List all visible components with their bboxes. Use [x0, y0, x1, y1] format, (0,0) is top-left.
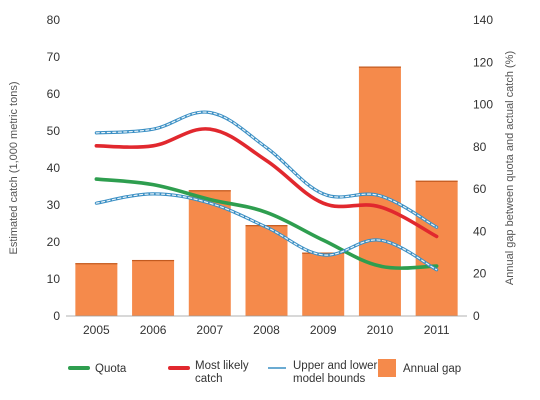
bar-annual-gap-2006	[132, 259, 175, 316]
bar-annual-gap-2011	[415, 180, 458, 316]
legend-upper-and-lower-label: Upper and lower	[293, 360, 378, 372]
bar-top-edge-2009	[302, 252, 345, 254]
y-left-tick-10: 10	[47, 272, 61, 286]
line-quota-0	[94, 177, 439, 270]
bar-annual-gap-2009	[302, 252, 345, 316]
y-left-tick-30: 30	[47, 198, 61, 212]
y-right-tick-140: 140	[473, 13, 493, 27]
bar-top-edge-2010	[358, 66, 401, 68]
bar-top-edge-2011	[415, 180, 458, 182]
y-right-tick-120: 120	[473, 55, 493, 69]
bar-annual-gap-2007	[188, 190, 231, 316]
y-left-title: Estimated catch (1,000 metric tons)	[8, 81, 20, 254]
x-tick-2010: 2010	[367, 323, 394, 337]
legend-most-likely-label: Most likely	[195, 360, 249, 372]
y-right-title: Annual gap between quota and actual catc…	[504, 51, 516, 285]
y-right-tick-20: 20	[473, 267, 487, 281]
y-left-tick-40: 40	[47, 161, 61, 175]
y-right-tick-100: 100	[473, 98, 493, 112]
y-right-tick-40: 40	[473, 224, 487, 238]
x-tick-2008: 2008	[253, 323, 280, 337]
bar-top-edge-2005	[75, 263, 118, 265]
x-tick-2007: 2007	[196, 323, 223, 337]
x-tick-2011: 2011	[424, 323, 450, 337]
bar-top-edge-2006	[132, 259, 175, 262]
y-left-tick-50: 50	[47, 124, 61, 138]
legend-upper-and-lower-label-2: model bounds	[293, 373, 365, 385]
y-left-tick-0: 0	[53, 309, 60, 323]
y-left-tick-20: 20	[47, 235, 61, 249]
bar-top-edge-2007	[188, 190, 231, 192]
y-right-tick-80: 80	[473, 140, 487, 154]
line-most-likely-catch-1	[94, 127, 439, 239]
bar-annual-gap-2005	[75, 263, 118, 316]
legend-annual-gap-swatch	[378, 359, 396, 377]
bar-annual-gap-2010	[358, 66, 401, 316]
x-tick-2009: 2009	[310, 323, 337, 337]
y-left-tick-80: 80	[47, 13, 61, 27]
legend-most-likely-label-2: catch	[195, 373, 223, 385]
legend-quota-label: Quota	[95, 363, 127, 375]
x-tick-2006: 2006	[140, 323, 167, 337]
y-left-tick-70: 70	[47, 50, 61, 64]
line-upper-and-lower-model-bounds-3-inner	[95, 193, 438, 271]
line-upper-and-lower-model-bounds-2-inner	[95, 111, 438, 228]
legend-annual-gap-label: Annual gap	[403, 363, 461, 375]
y-left-tick-60: 60	[47, 87, 61, 101]
y-right-tick-0: 0	[473, 309, 480, 323]
y-right-tick-60: 60	[473, 182, 487, 196]
x-tick-2005: 2005	[83, 323, 110, 337]
bar-annual-gap-2008	[245, 225, 288, 316]
